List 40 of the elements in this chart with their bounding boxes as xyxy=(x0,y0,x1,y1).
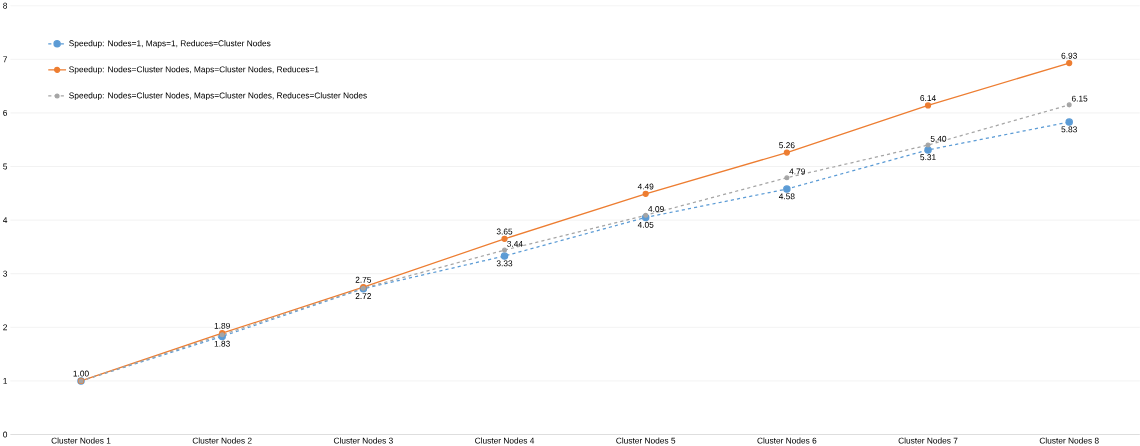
data-label: 6.14 xyxy=(920,94,936,101)
data-label: 1.89 xyxy=(214,322,230,329)
x-tick-label: Cluster Nodes 8 xyxy=(1039,437,1099,444)
y-tick-label: 8 xyxy=(3,2,8,9)
x-tick-label: Cluster Nodes 2 xyxy=(192,437,252,444)
data-label: 1.83 xyxy=(214,340,230,347)
data-label: 3.44 xyxy=(507,240,523,247)
data-label: 5.40 xyxy=(930,135,947,142)
data-label: 2.72 xyxy=(355,292,372,299)
data-label: 3.65 xyxy=(496,228,513,235)
x-tick-label: Cluster Nodes 4 xyxy=(475,437,535,444)
data-label: 4.09 xyxy=(648,205,664,212)
data-label: 2.75 xyxy=(355,276,372,283)
data-label: 3.33 xyxy=(496,260,513,267)
data-label: 4.79 xyxy=(789,168,805,175)
y-tick-label: 5 xyxy=(3,163,8,170)
y-tick-label: 0 xyxy=(3,431,8,438)
legend-label: Speedup: Nodes=1, Maps=1, Reduces=Cluster Nodes xyxy=(69,39,271,48)
data-label: 1.00 xyxy=(73,370,89,377)
y-tick-label: 4 xyxy=(2,217,8,223)
data-label: 5.31 xyxy=(920,154,936,160)
legend-label: Speedup: Nodes=Cluster Nodes, Maps=Cluster Nodes, Reduces=1 xyxy=(69,66,319,74)
legend-label: Speedup: Nodes=Cluster Nodes, Maps=Cluster Nodes, Reduces=Cluster Nodes xyxy=(69,92,367,100)
x-tick-label: Cluster Nodes 3 xyxy=(333,437,393,444)
x-tick-label: Cluster Nodes 5 xyxy=(616,437,676,444)
y-tick-label: 7 xyxy=(3,56,8,62)
data-label: 6.93 xyxy=(1061,52,1077,59)
data-label: 4.49 xyxy=(637,183,654,190)
y-tick-label: 3 xyxy=(3,270,8,277)
x-tick-label: Cluster Nodes 6 xyxy=(757,437,817,444)
y-tick-label: 6 xyxy=(3,109,8,116)
data-label: 5.83 xyxy=(1061,126,1077,133)
x-tick-label: Cluster Nodes 7 xyxy=(898,437,958,444)
y-tick-label: 1 xyxy=(3,377,8,384)
data-label: 4.05 xyxy=(637,221,654,228)
y-tick-label: 2 xyxy=(3,324,8,331)
data-label: 4.58 xyxy=(778,193,795,200)
data-label: 6.15 xyxy=(1071,95,1088,102)
x-tick-label: Cluster Nodes 1 xyxy=(51,437,111,444)
data-label: 5.26 xyxy=(779,142,795,148)
